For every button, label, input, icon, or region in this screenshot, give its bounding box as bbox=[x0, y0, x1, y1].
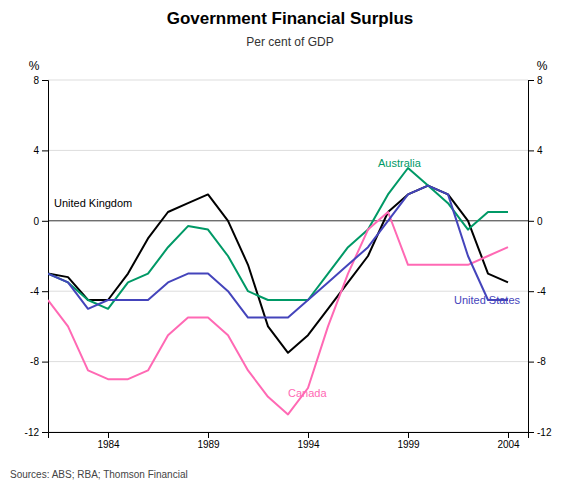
tick-label: 1989 bbox=[197, 439, 220, 450]
tick: 1989 bbox=[197, 432, 220, 450]
tick-mark bbox=[528, 362, 534, 363]
tick-label: -4 bbox=[537, 286, 546, 297]
tick: -12 bbox=[25, 427, 48, 438]
tick-mark bbox=[42, 80, 48, 81]
tick-label: -12 bbox=[537, 427, 552, 438]
tick-label: 8 bbox=[537, 75, 543, 86]
tick-mark bbox=[42, 150, 48, 151]
grid-line bbox=[48, 150, 528, 151]
annotation: Canada bbox=[288, 387, 327, 399]
tick: 4 bbox=[33, 145, 48, 156]
axis-line bbox=[49, 433, 529, 439]
tick-label: 0 bbox=[537, 216, 543, 227]
tick: 4 bbox=[528, 145, 543, 156]
tick-mark bbox=[528, 291, 534, 292]
annotation: Australia bbox=[378, 157, 422, 169]
tick-mark bbox=[42, 221, 48, 222]
tick: -12 bbox=[528, 427, 552, 438]
tick: 1984 bbox=[97, 432, 120, 450]
chart: Government Financial Surplus Per cent of … bbox=[0, 0, 580, 486]
annotation: United Kingdom bbox=[54, 197, 132, 209]
tick-mark bbox=[208, 432, 209, 438]
grid bbox=[48, 80, 528, 432]
title: Government Financial Surplus bbox=[167, 9, 414, 28]
tick-label: 1984 bbox=[97, 439, 120, 450]
series-line bbox=[48, 168, 508, 309]
tick-label: 8 bbox=[33, 75, 39, 86]
tick-mark bbox=[42, 291, 48, 292]
axis-label: % bbox=[29, 59, 40, 73]
grid-line bbox=[48, 361, 528, 362]
tick-mark bbox=[42, 362, 48, 363]
tick-label: 2004 bbox=[497, 439, 520, 450]
tick: -4 bbox=[528, 286, 546, 297]
tick-mark bbox=[308, 432, 309, 438]
series-line bbox=[48, 186, 508, 318]
tick-label: 4 bbox=[537, 145, 543, 156]
tick-label: 1999 bbox=[397, 439, 420, 450]
annotations: United Kingdom Australia Canada United Stat… bbox=[54, 157, 521, 400]
tick-mark bbox=[508, 432, 509, 438]
series-line bbox=[48, 186, 508, 353]
tick: 1994 bbox=[297, 432, 320, 450]
tick-mark bbox=[528, 221, 534, 222]
tick: -8 bbox=[528, 356, 546, 367]
plot-area bbox=[48, 168, 508, 414]
tick-label: -4 bbox=[30, 286, 39, 297]
tick: -8 bbox=[30, 356, 48, 367]
tick-mark bbox=[528, 80, 534, 81]
tick: 0 bbox=[33, 216, 48, 227]
tick-mark bbox=[528, 432, 534, 433]
subtitle: Per cent of GDP bbox=[246, 35, 333, 49]
tick: 8 bbox=[528, 75, 543, 86]
tick: -4 bbox=[30, 286, 48, 297]
tick: 2004 bbox=[497, 432, 520, 450]
tick: 8 bbox=[33, 75, 48, 86]
grid-line bbox=[48, 80, 528, 81]
tick-label: 1994 bbox=[297, 439, 320, 450]
tick-mark bbox=[42, 432, 48, 433]
series-line bbox=[48, 212, 508, 414]
tick-mark bbox=[408, 432, 409, 438]
tick-label: -12 bbox=[25, 427, 40, 438]
y-axis: -12 -8 -4 0 4 8 bbox=[25, 75, 49, 438]
source: Sources: ABS; RBA; Thomson Financial bbox=[10, 469, 188, 480]
tick-label: -8 bbox=[30, 356, 39, 367]
tick-label: 4 bbox=[33, 145, 39, 156]
x-axis: 1984 1989 1994 1999 2004 bbox=[49, 432, 529, 450]
tick: 0 bbox=[528, 216, 543, 227]
axis-line bbox=[529, 81, 535, 433]
tick-mark bbox=[108, 432, 109, 438]
axis-label: % bbox=[537, 59, 548, 73]
axis-line bbox=[42, 81, 49, 433]
tick-mark bbox=[528, 150, 534, 151]
tick: 1999 bbox=[397, 432, 420, 450]
tick-label: -8 bbox=[537, 356, 546, 367]
tick-label: 0 bbox=[33, 216, 39, 227]
annotation: United States bbox=[454, 294, 521, 306]
y2-axis: -12 -8 -4 0 4 8 bbox=[528, 75, 552, 438]
